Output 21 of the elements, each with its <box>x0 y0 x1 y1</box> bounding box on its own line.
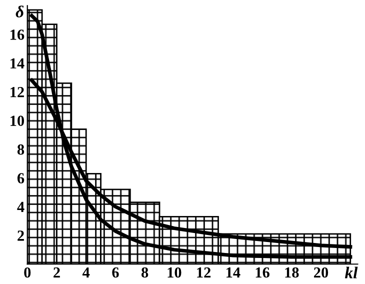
y-axis-title: δ <box>16 6 24 18</box>
x-tick-label: 20 <box>314 267 328 278</box>
x-tick-label: 8 <box>142 267 148 278</box>
x-tick-label: 10 <box>168 267 182 278</box>
y-tick-label: 6 <box>17 173 24 184</box>
y-tick-label: 10 <box>10 116 24 126</box>
y-tick-label: 8 <box>17 144 24 155</box>
x-axis-title: kl <box>344 266 358 278</box>
x-tick-label: 0 <box>24 267 31 278</box>
x-tick-label: 4 <box>82 267 90 278</box>
x-tick-label: 18 <box>285 267 299 278</box>
x-tick-label: 2 <box>54 267 60 278</box>
y-tick-label: 12 <box>10 87 24 98</box>
y-tick-label: 2 <box>18 230 24 241</box>
x-tick-label: 14 <box>226 267 240 278</box>
y-tick-label: 4 <box>17 202 24 212</box>
y-tick-label: 14 <box>10 58 24 68</box>
x-tick-label: 6 <box>112 267 119 278</box>
x-tick-label: 12 <box>197 267 211 278</box>
x-tick-label: 16 <box>256 267 270 278</box>
y-tick-label: 16 <box>10 30 24 40</box>
